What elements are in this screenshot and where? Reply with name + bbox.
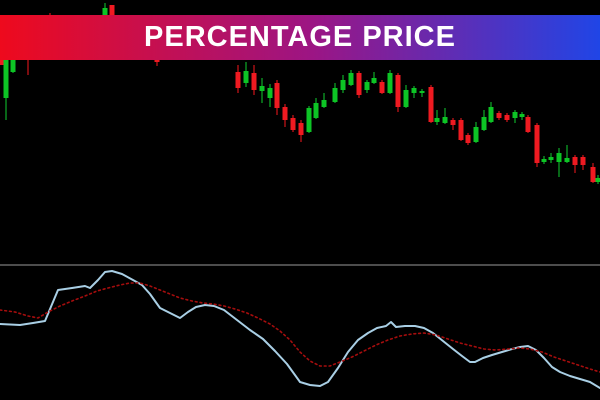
ppo-line (0, 270, 600, 389)
banner-title: PERCENTAGE PRICE (144, 21, 456, 53)
candlestick (419, 91, 425, 93)
signal-line (0, 282, 600, 373)
candlestick (267, 88, 273, 98)
candlestick (428, 87, 434, 122)
candlestick (548, 157, 554, 160)
candlestick (387, 73, 393, 93)
candlestick (465, 135, 471, 143)
candlestick (403, 90, 409, 107)
candlestick (356, 73, 362, 95)
candlestick (298, 123, 304, 135)
candlestick (364, 82, 370, 90)
candlestick (450, 120, 456, 125)
candlestick (434, 118, 440, 122)
candlestick (332, 88, 338, 102)
candlestick (512, 112, 518, 118)
candlestick (290, 118, 296, 130)
candlestick (442, 117, 448, 123)
candlestick (556, 153, 562, 162)
candlestick (235, 72, 241, 88)
candlestick (395, 75, 401, 107)
candlestick (313, 103, 319, 118)
candlestick (488, 107, 494, 122)
candlestick (473, 127, 479, 142)
candlestick (564, 158, 570, 162)
candlestick (348, 73, 354, 85)
candlestick (306, 108, 312, 132)
candlestick (534, 125, 540, 163)
candlestick (243, 71, 249, 83)
candlestick (458, 120, 464, 140)
candlestick (411, 88, 417, 93)
candlestick (496, 113, 502, 118)
candlestick (481, 117, 487, 130)
candlestick (580, 157, 586, 165)
candlestick (251, 73, 257, 90)
candlestick (525, 117, 531, 132)
candlestick (595, 178, 600, 182)
candlestick (504, 115, 510, 120)
candlestick (321, 100, 327, 107)
candlestick (282, 107, 288, 120)
candlestick (519, 114, 525, 117)
candlestick (379, 82, 385, 93)
candlestick (340, 80, 346, 90)
candlestick (259, 86, 265, 91)
candlestick (371, 78, 377, 83)
candlestick (541, 159, 547, 162)
candlestick (274, 83, 280, 108)
candlestick (590, 167, 596, 182)
candlestick (572, 157, 578, 165)
title-banner: PERCENTAGE PRICE (0, 15, 600, 60)
candlestick (3, 42, 9, 98)
